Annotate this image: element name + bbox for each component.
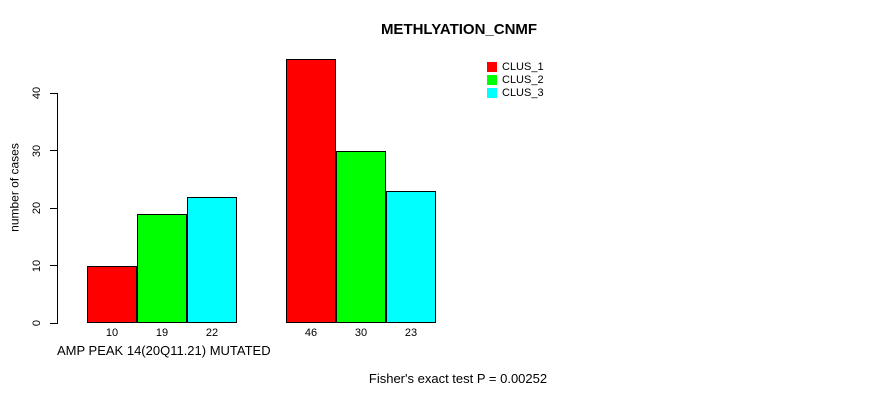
bar-value-label: 19 [155,327,169,339]
legend: CLUS_1 CLUS_2 CLUS_3 [487,62,544,101]
legend-label: CLUS_1 [502,61,544,73]
bar-value-label: 10 [105,327,119,339]
y-axis-tick [50,150,57,151]
legend-item: CLUS_1 [487,61,544,73]
bar-value-label: 30 [354,327,368,339]
y-axis-tick-label: 20 [31,201,43,215]
y-axis-tick [50,265,57,266]
fisher-test-annotation: Fisher's exact test P = 0.00252 [368,371,548,386]
chart-title: METHLYATION_CNMF [380,21,538,38]
legend-swatch [487,62,497,72]
bar-value-label: 23 [404,327,418,339]
y-axis-tick-label: 10 [31,259,43,272]
bar-clus_1-group2 [286,58,336,323]
bar-value-label: 22 [205,327,219,339]
x-axis-label: AMP PEAK 14(20Q11.21) MUTATED [57,343,271,358]
bar-clus_1-group1 [87,265,137,323]
y-axis-tick [50,92,57,94]
y-axis-tick-label: 40 [31,86,43,100]
bar-clus_3-group2 [386,190,436,323]
y-axis-tick [50,207,57,209]
legend-item: CLUS_3 [487,87,544,99]
y-axis-tick-label: 0 [31,319,43,327]
bar-clus_2-group2 [336,150,386,323]
bar-clus_3-group1 [187,196,237,323]
legend-label: CLUS_3 [502,87,544,99]
y-axis-tick [50,322,57,324]
legend-label: CLUS_2 [502,74,544,86]
legend-swatch [487,88,497,98]
legend-item: CLUS_2 [487,74,544,86]
y-axis-tick-label: 30 [31,144,43,157]
bar-value-label: 46 [304,327,318,339]
y-axis-line [57,93,58,324]
legend-swatch [487,75,497,85]
bar-clus_2-group1 [137,213,187,323]
y-axis-label: number of cases [7,143,22,232]
